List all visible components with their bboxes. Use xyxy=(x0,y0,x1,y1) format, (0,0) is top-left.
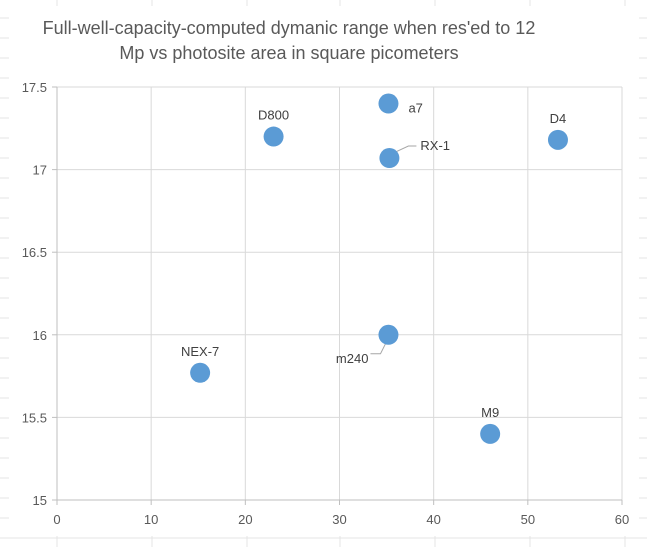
data-point-nex-7 xyxy=(190,362,211,383)
data-label-a7: a7 xyxy=(408,101,422,116)
data-point-a7 xyxy=(378,93,399,114)
data-point-m240 xyxy=(378,324,399,345)
y-tick-label: 16.5 xyxy=(22,245,47,260)
y-tick-label: 17 xyxy=(33,163,47,178)
y-tick-label: 15.5 xyxy=(22,410,47,425)
leader-line xyxy=(370,343,386,355)
data-point-m9 xyxy=(480,423,501,444)
data-label-d4: D4 xyxy=(550,111,567,126)
x-tick-label: 60 xyxy=(615,512,629,527)
data-point-d800 xyxy=(263,126,284,147)
data-point-rx-1 xyxy=(379,148,400,169)
chart-area[interactable]: 0 10 20 30 40 50 60 15 15.5 16 16.5 17 17.5 D800 a7 RX-… xyxy=(9,6,639,536)
data-label-rx-1: RX-1 xyxy=(420,138,450,153)
chart-title: Full-well-capacity-computed dymanic rang… xyxy=(9,16,569,66)
data-label-m240: m240 xyxy=(336,351,369,366)
x-tick-label: 20 xyxy=(238,512,252,527)
x-tick-label: 10 xyxy=(144,512,158,527)
x-tick-label: 30 xyxy=(332,512,346,527)
x-tick-label: 40 xyxy=(426,512,440,527)
scatter-plot: 0 10 20 30 40 50 60 15 15.5 16 16.5 17 17.5 D800 a7 RX-… xyxy=(22,80,630,527)
y-tick-label: 15 xyxy=(33,493,47,508)
data-label-m9: M9 xyxy=(481,405,499,420)
x-tick-label: 50 xyxy=(521,512,535,527)
data-label-nex-7: NEX-7 xyxy=(181,344,219,359)
y-tick-label: 16 xyxy=(33,328,47,343)
chart-title-line-2: Mp vs photosite area in square picometer… xyxy=(119,43,459,63)
x-tick-label: 0 xyxy=(53,512,60,527)
data-point-d4 xyxy=(547,129,568,150)
leader-line xyxy=(395,145,417,153)
data-label-d800: D800 xyxy=(258,108,289,123)
chart-title-line-1: Full-well-capacity-computed dymanic rang… xyxy=(42,18,536,38)
y-tick-label: 17.5 xyxy=(22,80,47,95)
